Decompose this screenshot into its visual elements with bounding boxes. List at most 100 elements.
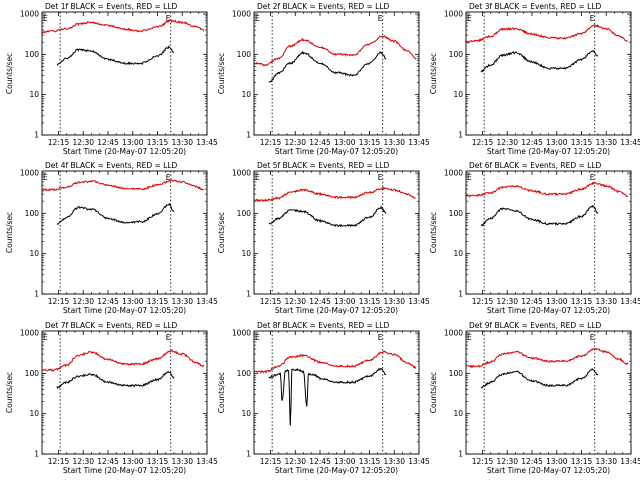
x-tick-label: 13:00: [122, 138, 144, 147]
x-tick-label: 13:30: [171, 297, 193, 306]
x-tick-label: 13:30: [595, 138, 617, 147]
y-axis-label: Counts/sec: [429, 372, 438, 413]
x-tick-label: 13:30: [171, 457, 193, 466]
y-axis-label: Counts/sec: [217, 212, 226, 253]
panel-title: Det 7f BLACK = Events, RED = LLD: [45, 321, 178, 330]
marker-label-left: E: [467, 173, 472, 182]
y-tick-label: 1: [458, 290, 463, 299]
x-axis-label: Start Time (20-May-07 12:05:20): [63, 466, 186, 475]
y-tick-label: 100: [237, 209, 252, 218]
x-tick-label: 12:15: [48, 297, 70, 306]
y-tick-label: 100: [25, 50, 40, 59]
panel-title: Det 3f BLACK = Events, RED = LLD: [469, 2, 602, 11]
marker-label-left: E: [467, 14, 472, 23]
marker-label-left: E: [43, 173, 48, 182]
panel-det-9: Det 9f BLACK = Events, RED = LLD Counts/s…: [429, 321, 640, 475]
events-series-line: [268, 50, 387, 83]
x-tick-label: 12:45: [97, 297, 119, 306]
y-tick-label: 1000: [20, 10, 39, 19]
x-tick-label: 13:45: [196, 297, 218, 306]
lld-series-line: [465, 347, 629, 369]
y-axis-label: Counts/sec: [5, 53, 14, 94]
plot-frame: [465, 330, 632, 455]
x-tick-label: 13:00: [334, 138, 356, 147]
panel-det-7: Det 7f BLACK = Events, RED = LLD Counts/s…: [5, 321, 218, 475]
marker-label-left: E: [467, 333, 472, 342]
panel-det-4: Det 4f BLACK = Events, RED = LLD Counts/s…: [5, 161, 218, 315]
x-tick-label: 12:45: [521, 457, 543, 466]
x-tick-label: 13:15: [359, 297, 381, 306]
x-tick-label: 13:45: [196, 138, 218, 147]
plot-frame: [41, 330, 208, 455]
y-tick-label: 10: [29, 90, 39, 99]
y-tick-label: 10: [453, 409, 463, 418]
x-tick-label: 13:30: [383, 457, 405, 466]
y-tick-label: 100: [449, 369, 464, 378]
y-tick-label: 1: [458, 450, 463, 459]
panel-grid: Det 1f BLACK = Events, RED = LLD Counts/s…: [5, 2, 640, 475]
panel-title: Det 4f BLACK = Events, RED = LLD: [45, 161, 178, 170]
marker-label-right: E: [378, 14, 383, 23]
panel-title: Det 5f BLACK = Events, RED = LLD: [257, 161, 390, 170]
x-tick-label: 13:45: [620, 297, 640, 306]
x-axis-label: Start Time (20-May-07 12:05:20): [487, 306, 610, 315]
y-axis-label: Counts/sec: [217, 53, 226, 94]
plot-frame: [41, 11, 208, 136]
x-tick-label: 13:00: [122, 457, 144, 466]
y-tick-label: 10: [241, 249, 251, 258]
events-series-line: [480, 204, 599, 227]
lld-series-line: [41, 19, 205, 34]
x-tick-label: 13:00: [334, 297, 356, 306]
x-tick-label: 13:15: [359, 138, 381, 147]
plot-frame: [465, 11, 632, 136]
y-axis-label: Counts/sec: [217, 372, 226, 413]
y-tick-label: 100: [25, 209, 40, 218]
marker-label-right: E: [166, 173, 171, 182]
panel-det-2: Det 2f BLACK = Events, RED = LLD Counts/s…: [217, 2, 430, 156]
panel-title: Det 1f BLACK = Events, RED = LLD: [45, 2, 178, 11]
plot-frame: [465, 170, 632, 295]
panel-det-6: Det 6f BLACK = Events, RED = LLD Counts/s…: [429, 161, 640, 315]
marker-label-right: E: [590, 14, 595, 23]
x-tick-label: 12:45: [521, 297, 543, 306]
marker-label-left: E: [43, 14, 48, 23]
panel-det-8: Det 8f BLACK = Events, RED = LLD Counts/s…: [217, 321, 430, 475]
y-tick-label: 1: [246, 450, 251, 459]
panel-det-1: Det 1f BLACK = Events, RED = LLD Counts/s…: [5, 2, 218, 156]
marker-label-right: E: [166, 333, 171, 342]
y-tick-label: 1000: [444, 329, 463, 338]
x-tick-label: 12:15: [472, 297, 494, 306]
y-tick-label: 10: [453, 90, 463, 99]
x-tick-label: 12:45: [309, 138, 331, 147]
y-tick-label: 1: [34, 131, 39, 140]
x-tick-label: 13:15: [147, 297, 169, 306]
x-tick-label: 13:45: [408, 297, 430, 306]
x-tick-label: 12:15: [260, 297, 282, 306]
plot-frame: [41, 170, 208, 295]
y-tick-label: 10: [453, 249, 463, 258]
x-axis-label: Start Time (20-May-07 12:05:20): [275, 147, 398, 156]
events-series-line: [268, 367, 387, 426]
y-axis-label: Counts/sec: [429, 212, 438, 253]
events-series-line: [480, 368, 599, 389]
y-tick-label: 100: [449, 50, 464, 59]
x-tick-label: 12:30: [72, 138, 94, 147]
x-tick-label: 12:30: [496, 457, 518, 466]
x-tick-label: 13:45: [408, 138, 430, 147]
panel-title: Det 9f BLACK = Events, RED = LLD: [469, 321, 602, 330]
x-tick-label: 13:30: [595, 457, 617, 466]
x-tick-label: 12:45: [309, 457, 331, 466]
x-tick-label: 13:30: [383, 138, 405, 147]
y-axis-label: Counts/sec: [5, 372, 14, 413]
x-tick-label: 13:00: [546, 457, 568, 466]
x-tick-label: 12:30: [284, 138, 306, 147]
x-axis-label: Start Time (20-May-07 12:05:20): [275, 466, 398, 475]
x-axis-label: Start Time (20-May-07 12:05:20): [63, 147, 186, 156]
y-tick-label: 100: [237, 50, 252, 59]
x-axis-label: Start Time (20-May-07 12:05:20): [63, 306, 186, 315]
y-tick-label: 100: [449, 209, 464, 218]
marker-label-right: E: [378, 333, 383, 342]
marker-label-left: E: [255, 14, 260, 23]
panel-title: Det 8f BLACK = Events, RED = LLD: [257, 321, 390, 330]
